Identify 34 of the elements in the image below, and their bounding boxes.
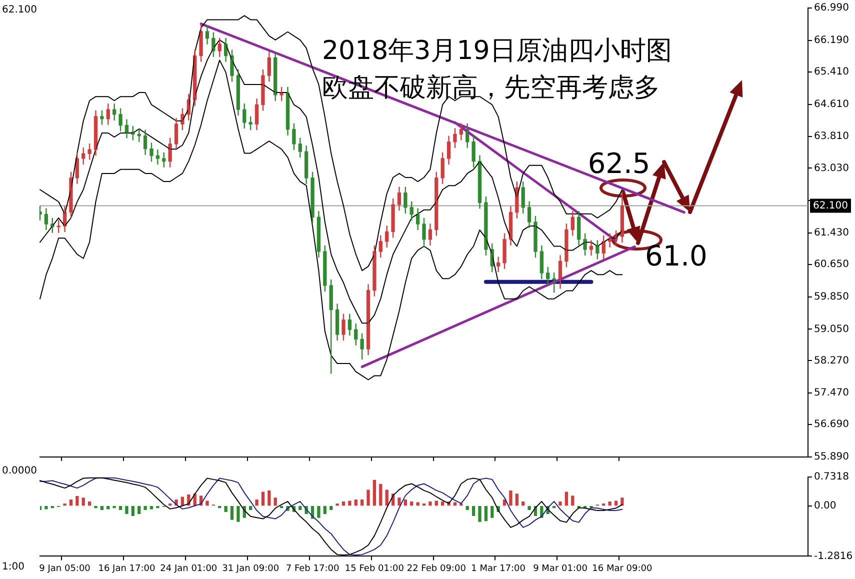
- y-tick-label: 61.430: [814, 228, 849, 238]
- annotation: 61.0: [645, 240, 708, 273]
- x-tick-label: 24 Jan 01:00: [160, 564, 218, 574]
- text: 2018年3月19日原油四小时图: [322, 35, 672, 68]
- y-tick-label: -1.2816: [814, 550, 853, 562]
- y-tick-label: 60.650: [814, 259, 849, 270]
- x-tick-label: 16 Jan 17:00: [98, 564, 156, 574]
- ref-line-label: 62.100: [813, 200, 848, 212]
- y-tick-label: 66.190: [814, 34, 849, 46]
- x-tick-label: 9 Jan 05:00: [39, 564, 91, 574]
- y-tick-label: 0.7318: [814, 472, 849, 483]
- y-tick-label: 65.410: [814, 66, 849, 78]
- y-tick-label: 63.030: [814, 162, 849, 174]
- text: 1:00: [2, 562, 24, 573]
- x-tick-label: 1 Mar 17:00: [471, 564, 526, 574]
- text: 62.100: [2, 4, 37, 16]
- x-tick-label: 31 Jan 09:00: [222, 564, 280, 574]
- y-tick-label: 59.050: [814, 324, 849, 335]
- y-tick-label: 63.810: [814, 131, 849, 142]
- y-tick-label: 57.470: [814, 388, 849, 399]
- x-tick-label: 7 Feb 17:00: [286, 564, 340, 574]
- annotation: 62.5: [588, 146, 650, 180]
- x-tick-label: 9 Mar 01:00: [533, 564, 588, 574]
- y-tick-label: 0.00: [814, 500, 836, 512]
- y-tick-label: 59.850: [814, 291, 849, 302]
- y-tick-label: 56.690: [814, 419, 849, 430]
- y-tick-label: 66.990: [814, 2, 849, 14]
- y-tick-label: 55.890: [814, 452, 849, 463]
- x-tick-label: 16 Mar 09:00: [592, 564, 653, 574]
- x-tick-label: 15 Feb 01:00: [344, 564, 404, 574]
- y-tick-label: 64.610: [814, 98, 849, 110]
- x-tick-label: 22 Feb 09:00: [406, 564, 466, 574]
- y-tick-label: 58.270: [814, 355, 849, 366]
- text: 0.0000: [2, 466, 37, 477]
